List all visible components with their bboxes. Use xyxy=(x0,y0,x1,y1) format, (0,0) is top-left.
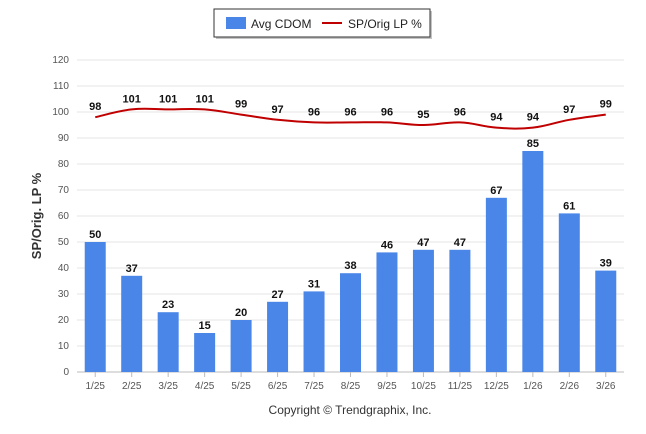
bar-value-label: 47 xyxy=(454,237,466,249)
line-value-label: 97 xyxy=(563,104,575,116)
y-tick-label: 10 xyxy=(58,341,70,352)
line-value-label: 96 xyxy=(381,106,393,118)
legend-line-label: SP/Orig LP % xyxy=(348,17,422,31)
bar xyxy=(157,312,179,372)
y-tick-label: 110 xyxy=(53,81,69,92)
x-tick-label: 1/26 xyxy=(523,381,543,392)
x-tick-label: 2/26 xyxy=(560,381,580,392)
line-value-label: 95 xyxy=(417,109,429,121)
bar-value-label: 37 xyxy=(126,263,138,275)
y-axis-label: SP/Orig. LP % xyxy=(29,172,44,259)
bar-value-label: 31 xyxy=(308,278,320,290)
x-tick-label: 3/25 xyxy=(158,381,178,392)
y-tick-label: 50 xyxy=(58,237,70,248)
x-tick-label: 2/25 xyxy=(122,381,142,392)
bar xyxy=(121,275,143,372)
bar-value-label: 67 xyxy=(490,185,502,197)
bar-value-label: 46 xyxy=(381,239,393,251)
x-tick-label: 11/25 xyxy=(448,381,473,392)
copyright-text: Copyright © Trendgraphix, Inc. xyxy=(269,403,432,417)
bar-value-label: 27 xyxy=(271,289,283,301)
line-value-label: 96 xyxy=(344,106,356,118)
x-tick-label: 12/25 xyxy=(484,381,509,392)
bar xyxy=(267,301,289,372)
bar xyxy=(449,249,471,372)
y-tick-label: 30 xyxy=(58,289,70,300)
legend-bar-swatch xyxy=(226,17,246,29)
line-series: 98 101 101 101 99 97 96 96 96 95 96 94 94 97 99 xyxy=(89,93,612,130)
bar-value-label: 47 xyxy=(417,237,429,249)
bar-value-label: 50 xyxy=(89,229,101,241)
x-tick-label: 6/25 xyxy=(268,381,288,392)
legend: Avg CDOM SP/Orig LP % xyxy=(213,8,432,39)
line-value-label: 101 xyxy=(123,93,141,105)
legend-bar-label: Avg CDOM xyxy=(251,17,311,31)
line-value-label: 97 xyxy=(271,104,283,116)
bar-value-label: 20 xyxy=(235,307,247,319)
y-tick-label: 0 xyxy=(63,367,69,378)
bar-value-label: 85 xyxy=(527,138,539,150)
bar-value-label: 39 xyxy=(600,258,612,270)
bar xyxy=(340,273,361,372)
bar xyxy=(522,151,544,372)
y-tick-label: 70 xyxy=(58,185,70,196)
bar xyxy=(194,333,216,372)
line-path xyxy=(95,107,606,130)
bar xyxy=(558,213,580,372)
y-tick-label: 20 xyxy=(58,315,70,326)
x-tick-label: 3/26 xyxy=(596,381,616,392)
bar xyxy=(485,197,507,372)
y-tick-label: 120 xyxy=(52,55,69,66)
bar xyxy=(412,249,434,372)
line-value-label: 94 xyxy=(490,112,503,124)
line-value-label: 99 xyxy=(600,99,612,111)
y-tick-label: 60 xyxy=(58,211,70,222)
bar-value-label: 38 xyxy=(344,260,356,272)
bar-value-label: 61 xyxy=(563,200,575,212)
y-tick-label: 100 xyxy=(52,107,69,118)
x-tick-label: 1/25 xyxy=(85,381,105,392)
x-tick-label: 10/25 xyxy=(411,381,436,392)
bar xyxy=(230,320,252,372)
y-tick-label: 40 xyxy=(58,263,70,274)
x-tick-label: 5/25 xyxy=(231,381,251,392)
line-value-label: 96 xyxy=(454,106,466,118)
line-value-label: 101 xyxy=(159,93,177,105)
bar-series: 50 37 23 15 20 27 31 38 46 47 47 67 85 61 39 xyxy=(84,138,617,372)
line-value-label: 98 xyxy=(89,101,101,113)
y-tick-label: 90 xyxy=(58,133,70,144)
x-tick-label: 9/25 xyxy=(377,381,397,392)
line-value-label: 94 xyxy=(527,112,540,124)
x-tick-label: 7/25 xyxy=(304,381,324,392)
bar xyxy=(303,291,325,372)
x-tick-label: 8/25 xyxy=(341,381,361,392)
line-value-label: 101 xyxy=(195,93,213,105)
x-tick-label: 4/25 xyxy=(195,381,215,392)
bar xyxy=(376,252,398,372)
line-value-label: 99 xyxy=(235,99,247,111)
bar-value-label: 15 xyxy=(199,320,211,332)
y-tick-label: 80 xyxy=(58,159,70,170)
line-value-label: 96 xyxy=(308,106,320,118)
bar xyxy=(595,270,617,372)
bar-value-label: 23 xyxy=(162,299,174,311)
bar xyxy=(84,242,106,372)
